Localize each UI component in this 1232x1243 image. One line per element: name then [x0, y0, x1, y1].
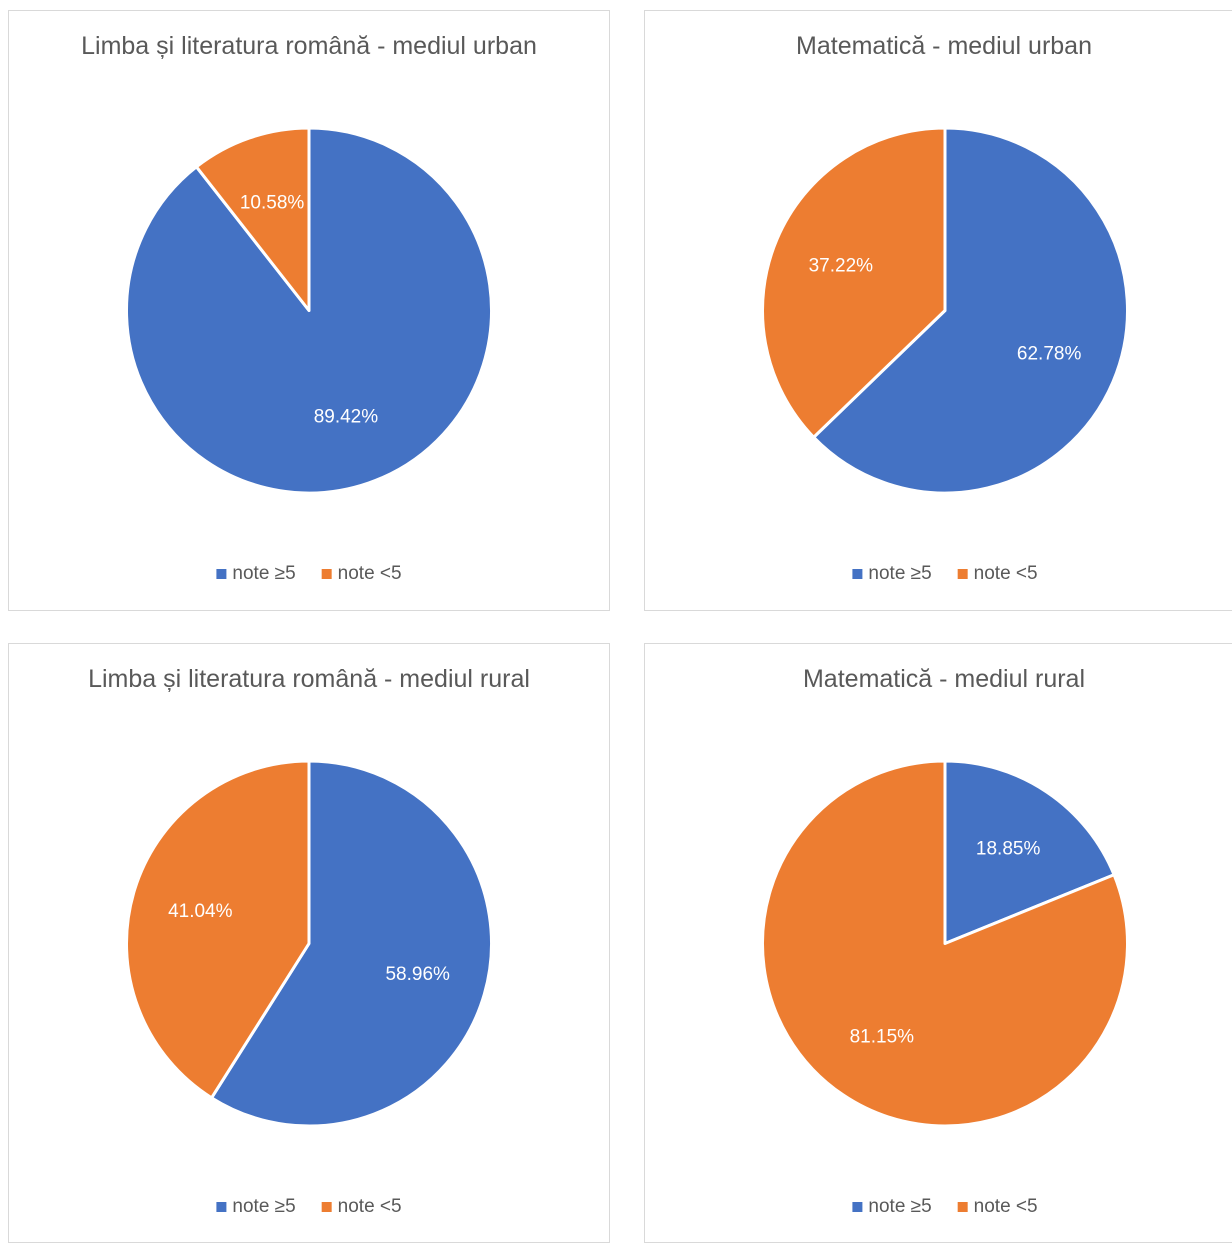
chart-panel: 18.85% 81.15% note ≥5 note <5 Matematică - m… [644, 643, 1232, 1243]
chart-title: Limba și literatura română - mediul urba… [81, 32, 537, 60]
pie-slice [125, 759, 311, 1100]
pie-slice [943, 759, 1116, 945]
legend: note ≥5 note <5 [852, 563, 1038, 584]
legend-swatch [852, 569, 863, 579]
legend: note ≥5 note <5 [216, 563, 402, 584]
chart: 62.78% 37.22% note ≥5 note <5 [761, 126, 1129, 584]
legend-swatch [852, 1202, 863, 1212]
chart: 18.85% 81.15% note ≥5 note <5 [761, 759, 1129, 1217]
data-label: 18.85% [976, 839, 1041, 860]
pie-slice [194, 126, 311, 312]
chart-title: Matematică - mediul rural [802, 665, 1086, 693]
data-label: 89.42% [314, 406, 379, 427]
legend: note ≥5 note <5 [852, 1196, 1038, 1217]
legend-swatch [957, 569, 968, 579]
chart-panel: 58.96% 41.04% note ≥5 note <5 Limba și liter… [8, 643, 610, 1243]
legend-label: note ≥5 [868, 563, 931, 584]
chart-panel: 89.42% 10.58% note ≥5 note <5 Limba și liter… [8, 10, 610, 611]
data-label: 62.78% [1017, 344, 1082, 365]
legend-label: note <5 [974, 1196, 1038, 1217]
data-label: 41.04% [168, 901, 233, 922]
legend-swatch [321, 569, 332, 579]
legend-swatch [321, 1202, 332, 1212]
legend: note ≥5 note <5 [216, 1196, 402, 1217]
legend-swatch [216, 569, 227, 579]
pie-slice [210, 759, 493, 1128]
pie-slice [761, 759, 1129, 1128]
legend-label: note ≥5 [232, 1196, 295, 1217]
legend-swatch [957, 1202, 968, 1212]
data-label: 58.96% [385, 964, 450, 985]
pie-slice [761, 126, 947, 439]
pie-slice [125, 126, 493, 495]
data-label: 10.58% [240, 193, 305, 214]
chart-panel: 62.78% 37.22% note ≥5 note <5 Matematică - m… [644, 10, 1232, 611]
pie-slice [812, 126, 1129, 495]
chart-title: Limba și literatura română - mediul rura… [88, 665, 530, 693]
chart: 58.96% 41.04% note ≥5 note <5 [125, 759, 493, 1217]
legend-label: note <5 [338, 563, 402, 584]
legend-label: note ≥5 [868, 1196, 931, 1217]
data-label: 81.15% [850, 1026, 915, 1047]
chart-title: Matematică - mediul urban [796, 32, 1092, 60]
legend-label: note ≥5 [232, 563, 295, 584]
legend-label: note <5 [974, 563, 1038, 584]
data-label: 37.22% [809, 255, 874, 276]
chart: 89.42% 10.58% note ≥5 note <5 [125, 126, 493, 584]
legend-swatch [216, 1202, 227, 1212]
legend-label: note <5 [338, 1196, 402, 1217]
